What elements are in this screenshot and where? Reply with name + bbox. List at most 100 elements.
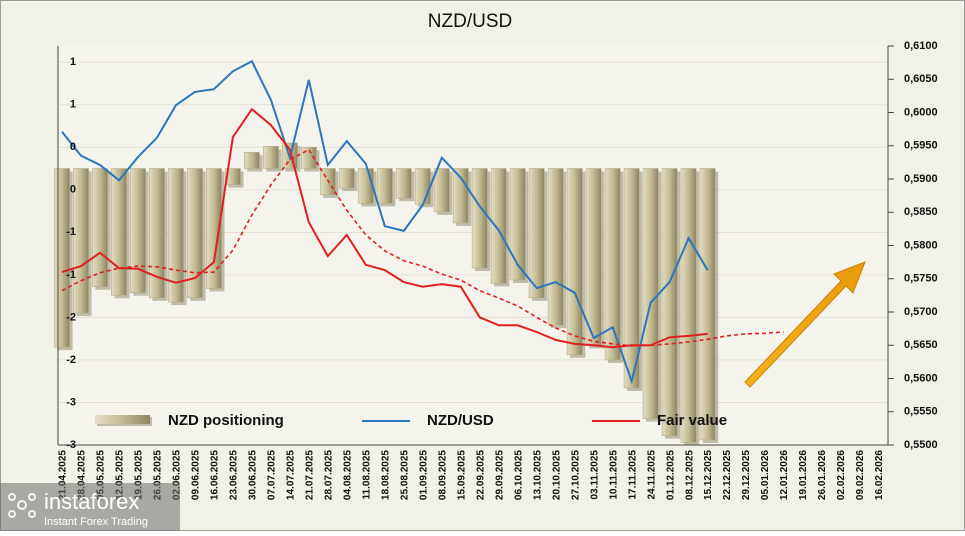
bar [111,168,127,296]
x-tick-label: 22.12.2025 [722,450,733,500]
x-tick-label: 01.12.2025 [665,450,676,500]
bar [376,168,393,204]
bar [490,168,507,284]
y-tick-label: 1 [70,56,76,68]
x-tick-label: 13.10.2025 [532,450,543,500]
bar [642,168,659,419]
y2-tick-label: 0,5950 [904,140,938,152]
y2-tick-label: 0,5550 [904,406,938,418]
x-tick-label: 01.09.2025 [418,450,429,500]
x-tick-label: 28.04.2025 [77,450,88,500]
y-tick-label: 1 [70,99,76,111]
y-tick-label: -3 [66,396,76,408]
y2-tick-label: 0,5700 [904,306,938,318]
bar [187,168,203,299]
line [61,59,709,385]
x-tick-label: 03.11.2025 [589,450,600,500]
y-tick-label: 0 [70,141,76,153]
x-tick-label: 19.01.2026 [798,450,809,500]
x-tick-label: 22.09.2025 [475,450,486,500]
bar [509,168,526,281]
x-tick-label: 09.06.2025 [191,450,202,500]
x-tick-label: 12.05.2025 [115,450,126,500]
x-tick-label: 20.10.2025 [551,450,562,500]
legend-label: NZD positioning [168,412,284,429]
legend-swatch [95,415,150,424]
bar [585,168,602,346]
x-tick-label: 23.06.2025 [229,450,240,500]
bar [528,168,545,299]
brand: instaforex [44,489,139,514]
x-tick-label: 16.06.2025 [210,450,221,500]
bar [73,168,89,314]
bar [699,168,716,441]
bar [149,168,165,299]
arrow [744,261,866,388]
watermark: instaforex Instant Forex Trading [0,483,180,531]
x-tick-label: 24.11.2025 [646,450,657,500]
y2-tick-label: 0,5650 [904,339,938,351]
x-tick-label: 06.10.2025 [513,450,524,500]
y2-tick-label: 0,6050 [904,73,938,85]
legend-label: Fair value [657,412,727,429]
bar [661,168,678,436]
x-tick-label: 21.04.2025 [58,450,69,500]
x-tick-label: 18.08.2025 [380,450,391,500]
y2-tick-label: 0,5750 [904,273,938,285]
x-tick-label: 07.07.2025 [267,450,278,500]
x-tick-label: 28.07.2025 [323,450,334,500]
x-tick-label: 25.08.2025 [399,450,410,500]
y2-tick-label: 0,5850 [904,206,938,218]
line [61,107,708,349]
x-tick-label: 26.01.2026 [817,450,828,500]
x-tick-label: 16.02.2026 [874,450,885,500]
trend-line [61,148,784,347]
bar [130,168,146,294]
bar [262,146,279,169]
x-tick-label: 08.09.2025 [437,450,448,500]
x-tick-label: 02.06.2025 [172,450,183,500]
x-tick-label: 15.09.2025 [456,450,467,500]
x-tick-label: 21.07.2025 [304,450,315,500]
y2-tick-label: 0,5900 [904,173,938,185]
x-tick-label: 05.05.2025 [96,450,107,500]
bar [680,168,697,443]
legend-label: NZD/USD [427,412,494,429]
x-tick-label: 19.05.2025 [134,450,145,500]
x-tick-label: 10.11.2025 [608,450,619,500]
x-tick-label: 29.09.2025 [494,450,505,500]
bar [414,168,431,205]
bar [243,152,260,169]
y-tick-label: -1 [66,269,76,281]
y2-tick-label: 0,6100 [904,40,938,52]
bar [224,168,241,185]
bar [623,168,640,389]
bar [206,168,222,289]
y-tick-label: -2 [66,311,76,323]
y2-tick-label: 0,6000 [904,106,938,118]
x-tick-label: 29.12.2025 [741,450,752,500]
bar [547,168,564,326]
bar [338,168,355,189]
y-tick-label: -3 [66,439,76,451]
x-tick-label: 14.07.2025 [285,450,296,500]
bar [433,168,450,213]
y-tick-label: 0 [70,184,76,196]
y2-tick-label: 0,5800 [904,239,938,251]
x-tick-label: 09.02.2026 [855,450,866,500]
bar [471,168,488,269]
chart-title: NZD/USD [428,11,512,32]
x-tick-label: 26.05.2025 [153,450,164,500]
x-tick-label: 27.10.2025 [570,450,581,500]
x-tick-label: 04.08.2025 [342,450,353,500]
x-tick-label: 12.01.2026 [779,450,790,500]
x-tick-label: 05.01.2026 [760,450,771,500]
tagline: Instant Forex Trading [44,516,148,528]
y-tick-label: -2 [66,354,76,366]
x-tick-label: 15.12.2025 [703,450,714,500]
bar [92,168,108,288]
y2-tick-label: 0,5600 [904,372,938,384]
x-tick-label: 17.11.2025 [627,450,638,500]
x-tick-label: 30.06.2025 [248,450,259,500]
x-tick-label: 11.08.2025 [361,450,372,500]
